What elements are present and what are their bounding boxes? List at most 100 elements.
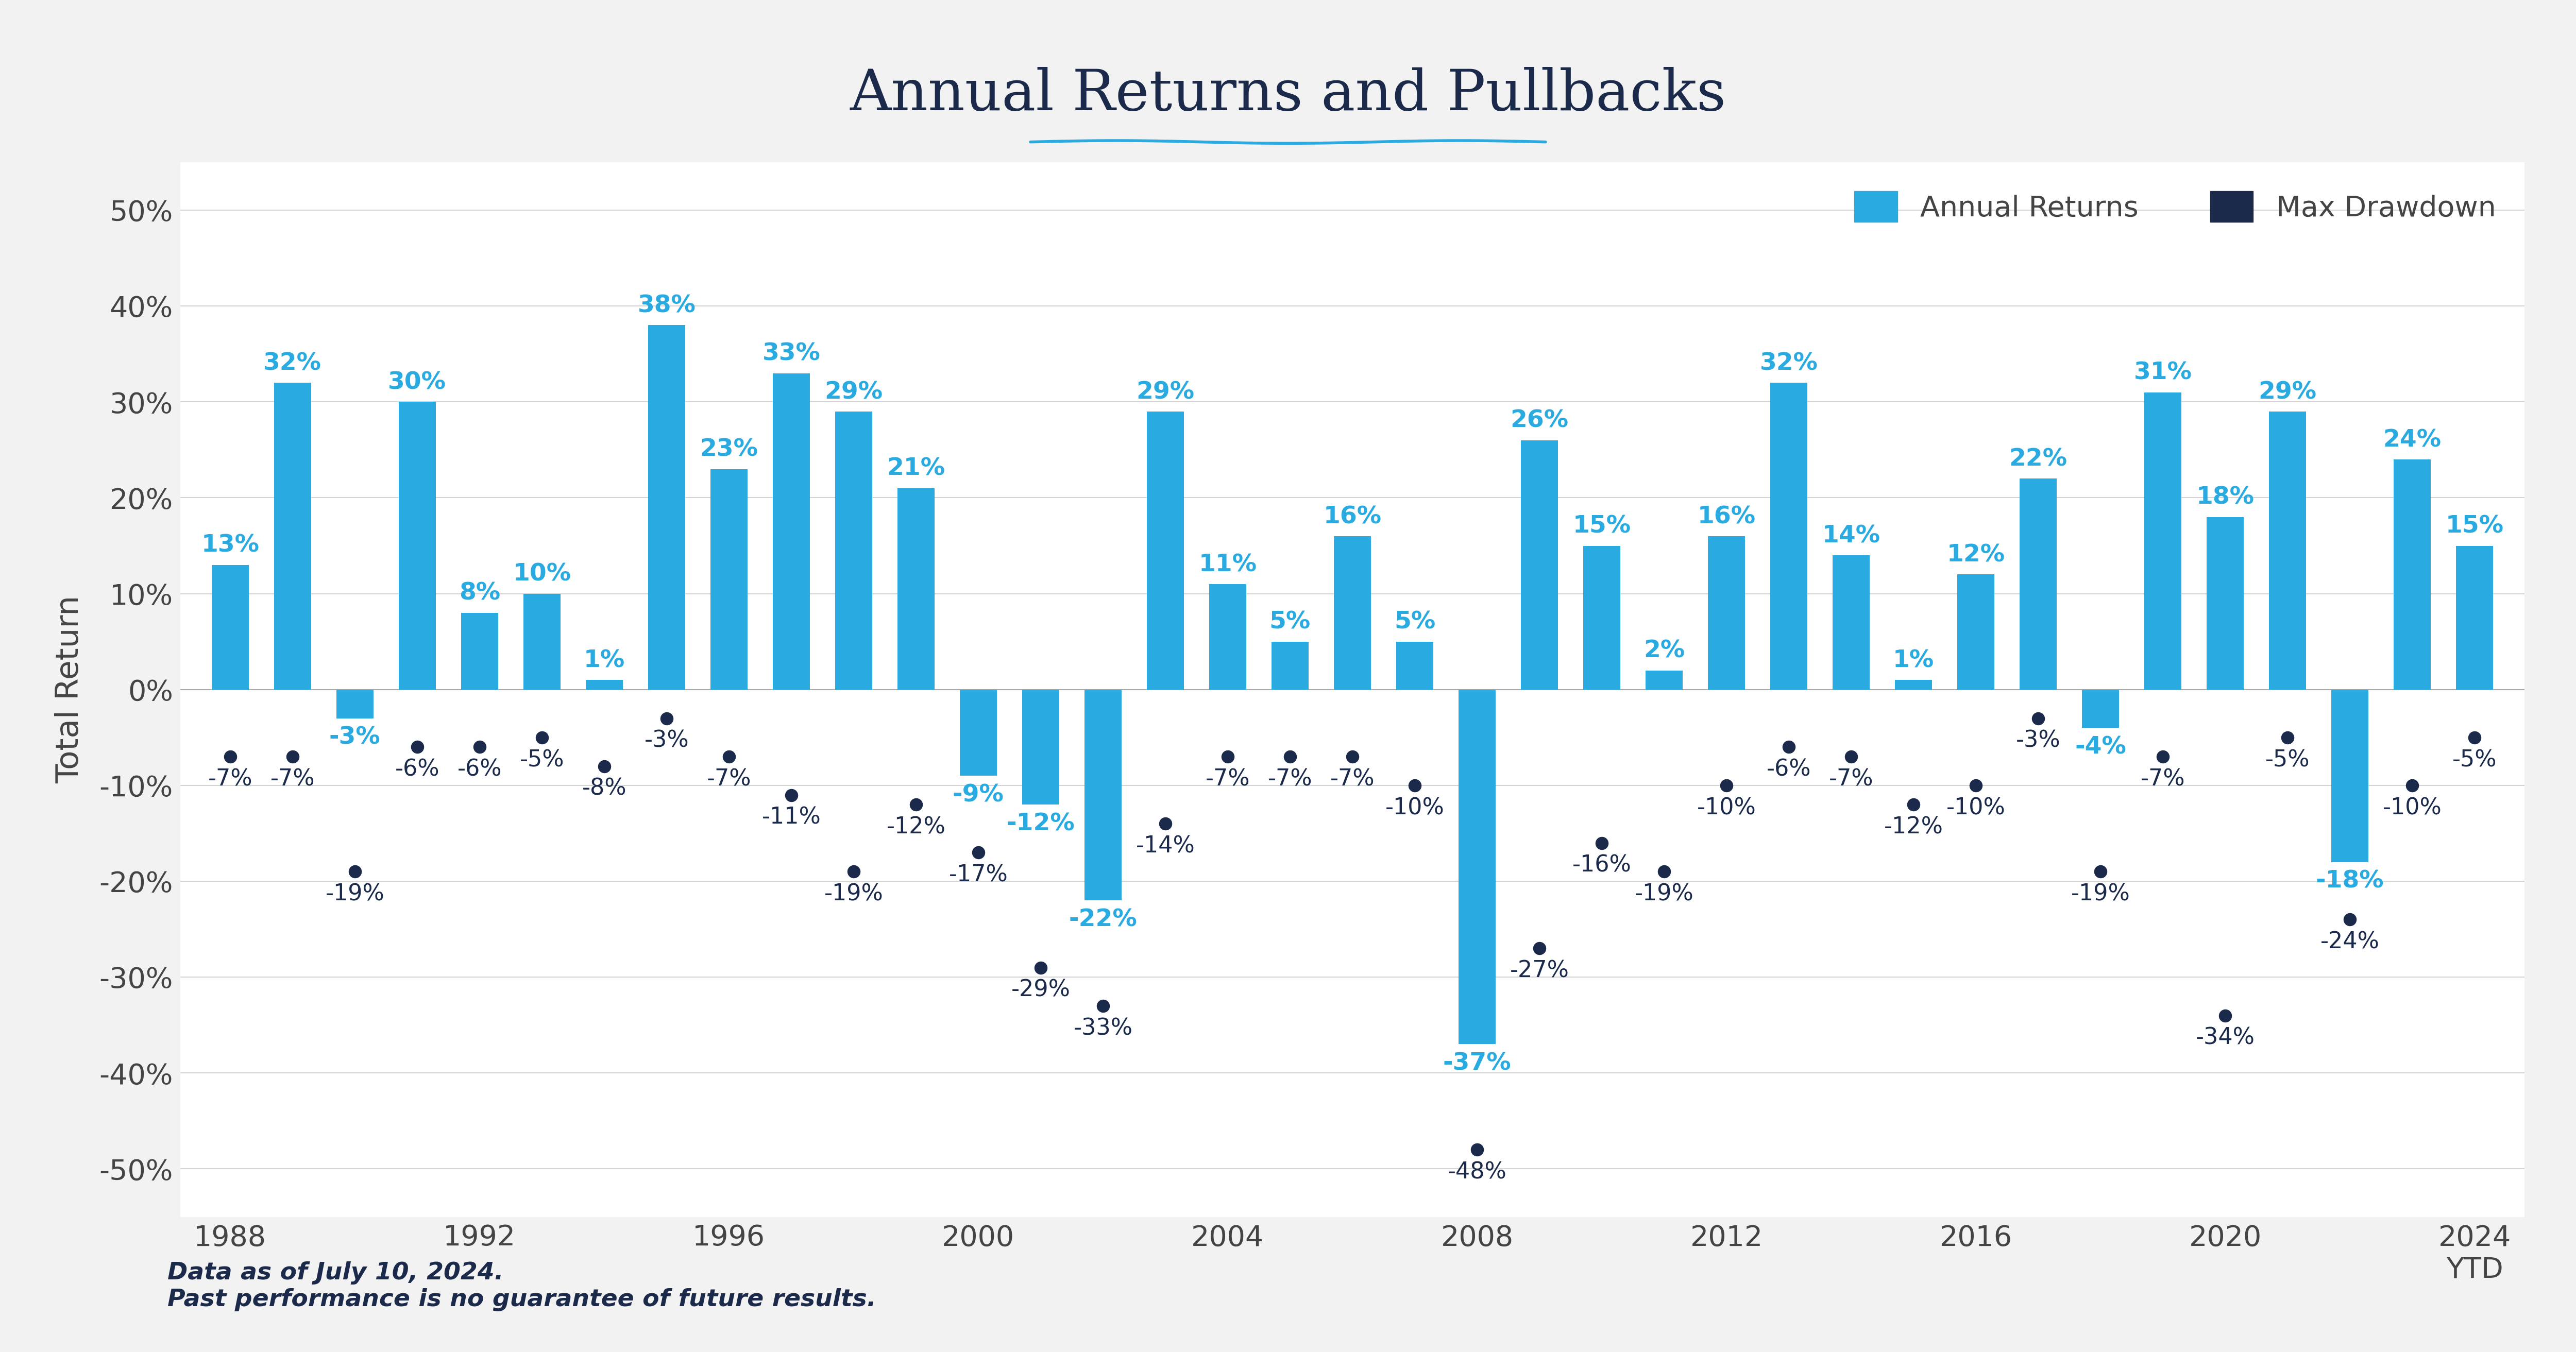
Bar [211, 565, 250, 690]
Point [1955, 775, 1996, 796]
Text: -33%: -33% [1074, 1018, 1133, 1040]
Text: 16%: 16% [1698, 506, 1757, 529]
Bar [1584, 546, 1620, 690]
Text: 38%: 38% [636, 295, 696, 318]
Text: 32%: 32% [1759, 352, 1819, 375]
Bar [2208, 516, 2244, 690]
Text: 1%: 1% [585, 649, 626, 672]
Point [1520, 937, 1561, 959]
Text: 11%: 11% [1198, 553, 1257, 576]
Point [2143, 746, 2184, 768]
Text: -3%: -3% [330, 726, 381, 749]
Point [708, 746, 750, 768]
Point [1893, 794, 1935, 815]
Text: -5%: -5% [2264, 749, 2311, 771]
Text: -7%: -7% [1329, 768, 1376, 791]
Point [1144, 813, 1185, 834]
Bar [2143, 392, 2182, 690]
Text: -19%: -19% [824, 883, 884, 906]
Point [2391, 775, 2432, 796]
Text: -7%: -7% [2141, 768, 2184, 791]
Text: -5%: -5% [520, 749, 564, 771]
Text: 18%: 18% [2197, 487, 2254, 510]
Bar [1334, 537, 1370, 690]
Text: 5%: 5% [1394, 611, 1435, 634]
Point [1270, 746, 1311, 768]
Point [2455, 726, 2496, 748]
Point [1332, 746, 1373, 768]
Text: -16%: -16% [1571, 854, 1631, 876]
Point [896, 794, 938, 815]
Text: -18%: -18% [2316, 869, 2383, 892]
Point [770, 784, 811, 806]
Text: -17%: -17% [948, 864, 1007, 886]
Text: 8%: 8% [459, 581, 500, 606]
Bar [1023, 690, 1059, 804]
Bar [961, 690, 997, 776]
Point [1705, 775, 1747, 796]
Text: -7%: -7% [270, 768, 314, 791]
Bar [1958, 575, 1994, 690]
Point [520, 726, 562, 748]
Text: 21%: 21% [886, 457, 945, 480]
Bar [1146, 411, 1185, 690]
Text: 33%: 33% [762, 342, 819, 365]
Point [2017, 707, 2058, 729]
Text: -19%: -19% [325, 883, 384, 906]
Text: -29%: -29% [1010, 979, 1069, 1002]
Text: 1%: 1% [1893, 649, 1935, 672]
Text: -12%: -12% [886, 817, 945, 838]
Text: 2%: 2% [1643, 639, 1685, 662]
Point [585, 756, 626, 777]
Point [1020, 957, 1061, 979]
Text: 13%: 13% [201, 534, 260, 557]
Text: -27%: -27% [1510, 960, 1569, 982]
Text: -34%: -34% [2195, 1028, 2254, 1049]
Bar [2269, 411, 2306, 690]
Text: 29%: 29% [2259, 381, 2316, 404]
Text: -3%: -3% [644, 730, 688, 752]
Bar [773, 373, 809, 690]
Text: -11%: -11% [762, 807, 822, 829]
Point [1208, 746, 1249, 768]
Point [1767, 737, 1808, 758]
Text: -9%: -9% [953, 783, 1005, 807]
Bar [2020, 479, 2056, 690]
Point [2205, 1005, 2246, 1026]
Bar [2081, 690, 2120, 727]
Bar [1646, 671, 1682, 690]
Bar [1770, 383, 1808, 690]
Point [2329, 909, 2370, 930]
Point [209, 746, 250, 768]
Text: 12%: 12% [1947, 544, 2004, 566]
Text: -19%: -19% [2071, 883, 2130, 906]
Text: -4%: -4% [2074, 735, 2125, 758]
Point [958, 842, 999, 864]
Bar [273, 383, 312, 690]
Bar [461, 612, 497, 690]
Bar [1832, 556, 1870, 690]
Bar [1273, 642, 1309, 690]
Text: 31%: 31% [2133, 361, 2192, 385]
Text: -10%: -10% [1947, 796, 2007, 819]
Text: 29%: 29% [1136, 381, 1195, 404]
Text: Annual Returns and Pullbacks: Annual Returns and Pullbacks [850, 68, 1726, 122]
Bar [1396, 642, 1432, 690]
Legend: Annual Returns, Max Drawdown: Annual Returns, Max Drawdown [1839, 177, 2509, 237]
Text: Data as of July 10, 2024.
Past performance is no guarantee of future results.: Data as of July 10, 2024. Past performan… [167, 1261, 876, 1311]
Text: 24%: 24% [2383, 429, 2442, 452]
Bar [1896, 680, 1932, 690]
Bar [1208, 584, 1247, 690]
Text: -3%: -3% [2017, 730, 2061, 752]
Text: -7%: -7% [1267, 768, 1311, 791]
Text: -7%: -7% [1829, 768, 1873, 791]
Text: 29%: 29% [824, 381, 884, 404]
Text: 30%: 30% [389, 370, 446, 395]
Text: -48%: -48% [1448, 1161, 1507, 1183]
Bar [399, 402, 435, 690]
Bar [1084, 690, 1121, 900]
Text: -8%: -8% [582, 777, 626, 800]
Point [273, 746, 314, 768]
Point [1455, 1138, 1497, 1160]
Text: 15%: 15% [1571, 515, 1631, 538]
